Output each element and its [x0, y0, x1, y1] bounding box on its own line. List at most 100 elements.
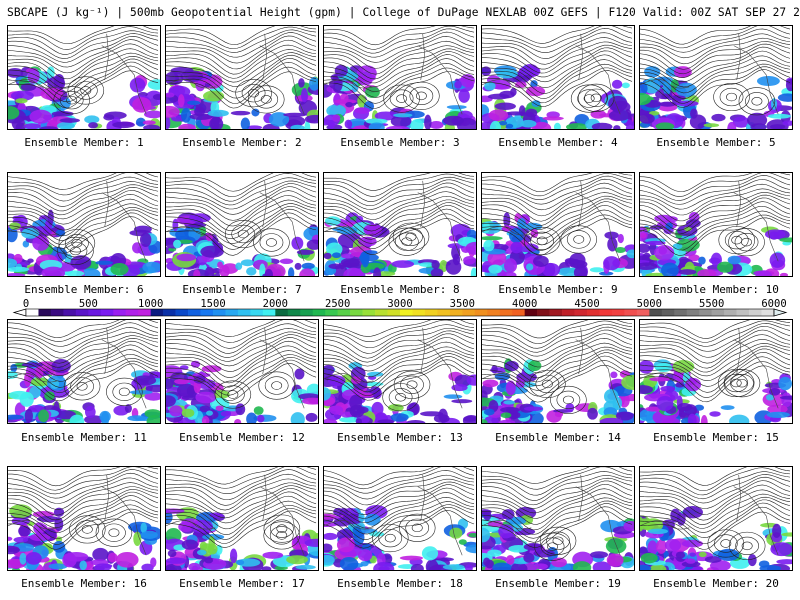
map-boundaries [324, 33, 463, 115]
member-caption: Ensemble Member: 16 [21, 577, 147, 590]
map-graphic [8, 467, 160, 570]
colorbar-segment [736, 309, 750, 316]
height-contours [8, 320, 159, 406]
member-caption: Ensemble Member: 12 [179, 431, 305, 444]
height-contours [640, 467, 791, 560]
member-caption: Ensemble Member: 20 [653, 577, 779, 590]
map-boundaries [640, 33, 779, 115]
colorbar-tick-label: 1000 [138, 298, 164, 310]
height-contours [640, 26, 791, 116]
member-caption: Ensemble Member: 10 [653, 283, 779, 296]
map-graphic [166, 173, 318, 276]
map-graphic [166, 26, 318, 129]
map-boundaries [8, 474, 147, 556]
member-caption: Ensemble Member: 8 [340, 283, 460, 296]
colorbar-segment [188, 309, 201, 316]
member-caption: Ensemble Member: 7 [182, 283, 302, 296]
ensemble-member-map [323, 25, 477, 130]
ensemble-member-map [323, 466, 477, 571]
colorbar-segment [574, 309, 588, 316]
colorbar-segment [237, 309, 251, 316]
figure-title: SBCAPE (J kg⁻¹) | 500mb Geopotential Hei… [7, 6, 800, 19]
colorbar-segment [350, 309, 363, 316]
map-graphic [640, 26, 792, 129]
colorbar-tick-label: 5000 [636, 298, 662, 310]
colorbar-segment [150, 309, 164, 316]
colorbar-segment [262, 309, 276, 316]
colorbar-segment [661, 309, 675, 316]
colorbar-segment [26, 309, 39, 316]
member-caption: Ensemble Member: 4 [498, 136, 618, 149]
colorbar-segment [699, 309, 712, 316]
colorbar-segment [275, 309, 289, 316]
colorbar-tick-label: 2000 [262, 298, 288, 310]
colorbar-segment [724, 309, 737, 316]
colorbar-segment [649, 309, 663, 316]
colorbar-tick-label: 4500 [574, 298, 600, 310]
member-caption: Ensemble Member: 14 [495, 431, 621, 444]
member-caption: Ensemble Member: 18 [337, 577, 463, 590]
colorbar-bar [12, 308, 788, 317]
member-caption: Ensemble Member: 9 [498, 283, 618, 296]
map-boundaries [166, 33, 305, 115]
colorbar-segment [512, 309, 525, 316]
colorbar-segment [462, 309, 476, 316]
height-contours [324, 173, 475, 256]
colorbar-tick-label: 4000 [512, 298, 538, 310]
ensemble-member-map [481, 319, 635, 424]
cape-field [166, 212, 318, 276]
colorbar-segment [387, 309, 401, 316]
map-boundaries [8, 33, 147, 115]
colorbar-segment [63, 309, 77, 316]
map-boundaries [640, 474, 779, 556]
colorbar-segment [138, 309, 151, 316]
height-contours [482, 173, 633, 256]
ensemble-member-map [165, 172, 319, 277]
colorbar-segment [125, 309, 139, 316]
colorbar-segment [287, 309, 301, 316]
colorbar-segment [100, 309, 114, 316]
cape-field [482, 506, 634, 570]
colorbar-segment [437, 309, 451, 316]
ensemble-member-map [7, 466, 161, 571]
member-caption: Ensemble Member: 3 [340, 136, 460, 149]
ensemble-member-map [7, 25, 161, 130]
height-contours [166, 467, 317, 550]
colorbar-segment [424, 309, 438, 316]
colorbar-tick-label: 1500 [200, 298, 226, 310]
ensemble-member-map [323, 319, 477, 424]
colorbar-segment [499, 309, 513, 316]
member-caption: Ensemble Member: 1 [24, 136, 144, 149]
colorbar-segment [524, 309, 538, 316]
height-contours [166, 320, 317, 409]
colorbar-segment [636, 309, 650, 316]
colorbar-segment [312, 309, 326, 316]
ensemble-member-map [639, 172, 793, 277]
height-contours [166, 26, 317, 114]
ensemble-member-map [481, 172, 635, 277]
height-contours [324, 26, 475, 113]
colorbar-segment [375, 309, 388, 316]
colorbar-segment [88, 309, 102, 316]
colorbar-segment [175, 309, 189, 316]
cape-field [640, 66, 792, 129]
cape-field [324, 64, 476, 129]
colorbar-tick-label: 0 [22, 298, 30, 310]
colorbar-segment [300, 309, 314, 316]
map-boundaries [324, 474, 463, 556]
ensemble-member-map [639, 466, 793, 571]
ensemble-member-map [481, 25, 635, 130]
cape-field [324, 362, 476, 423]
map-graphic [8, 173, 160, 276]
ensemble-member-map [165, 25, 319, 130]
colorbar-segment [362, 309, 376, 316]
cape-field [166, 507, 318, 570]
colorbar-segment [549, 309, 563, 316]
colorbar-segment [449, 309, 463, 316]
height-contours [8, 26, 159, 115]
member-caption: Ensemble Member: 17 [179, 577, 305, 590]
map-boundaries [8, 327, 147, 409]
ensemble-member-map [323, 172, 477, 277]
map-boundaries [166, 180, 305, 262]
member-caption: Ensemble Member: 6 [24, 283, 144, 296]
